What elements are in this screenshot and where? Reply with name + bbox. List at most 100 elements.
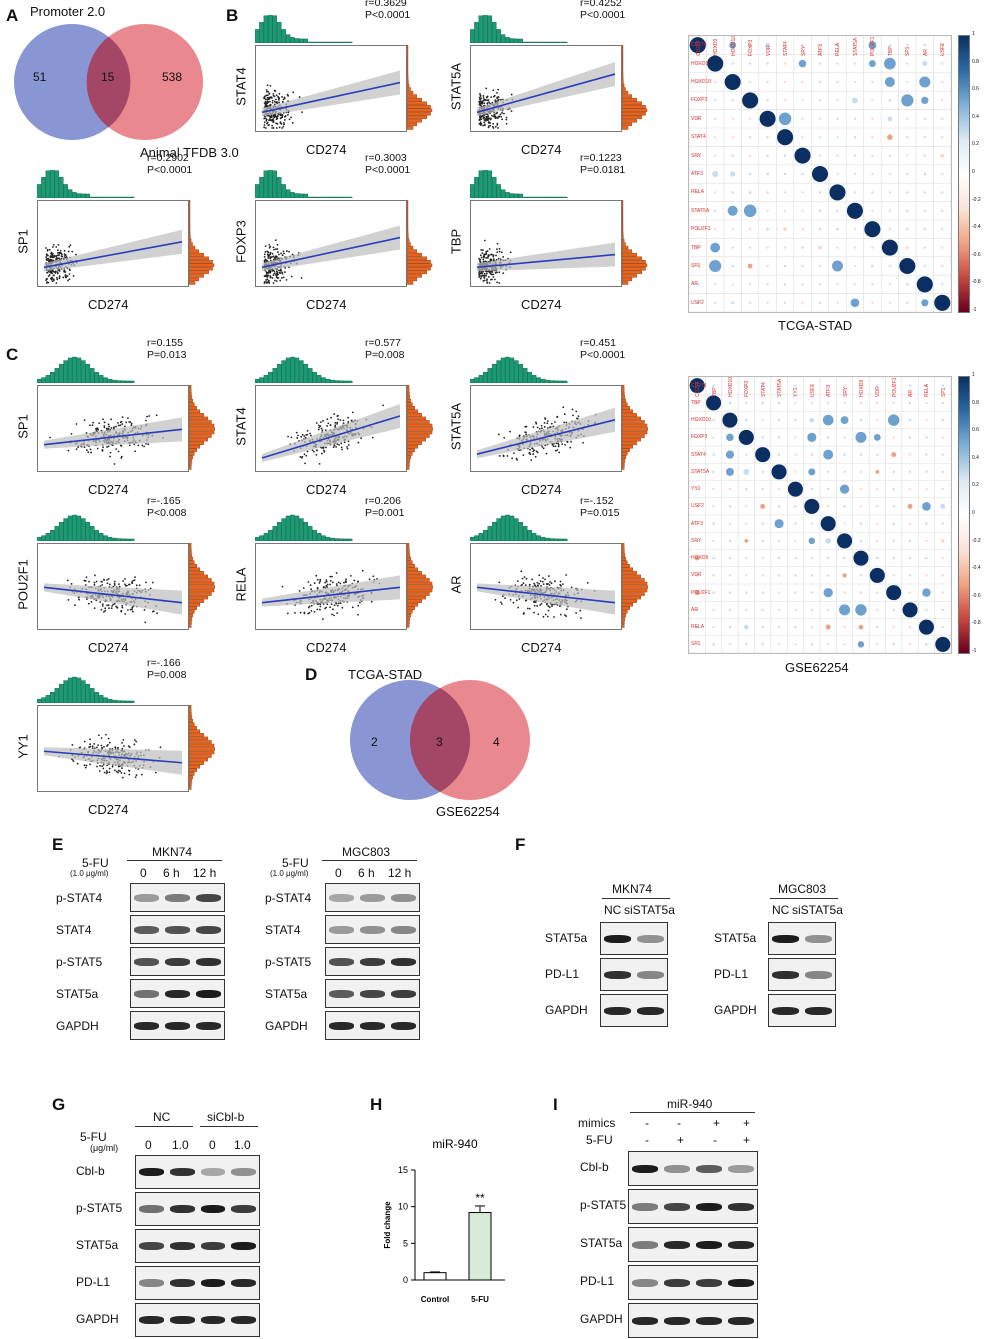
y-hist-bar [188,768,197,772]
y-hist-bar [188,754,212,758]
scatter-point [47,281,50,284]
x-hist-bar [343,196,348,199]
scatter-point [63,249,66,252]
y-hist-bar [406,416,426,421]
x-hist-bar [514,193,519,199]
x-hist-bar [254,29,260,44]
band [196,893,221,902]
scatter-point [128,421,131,423]
scatter-point [287,435,289,438]
scatter-point [108,425,111,428]
scatter-point [347,420,350,423]
scatter-point [45,282,48,284]
y-hist-bar [406,560,413,564]
scatter-point [45,258,48,261]
scatter-point [509,430,511,433]
scatter-point [275,100,278,103]
scatter-point [272,282,275,284]
scatter-point [133,743,136,746]
x-hist-bar [316,196,322,199]
x-hist-bar [58,684,64,704]
corr-dot [941,453,945,456]
scatter-point [288,250,290,253]
y-hist-bar [188,260,213,264]
x-hist-bar [316,41,322,44]
scatter-point [90,601,93,603]
y-axis-label-pou2f1: POU2F1 [15,558,31,610]
x-hist-bar [254,536,260,542]
scatter-point [299,456,302,458]
scatter-point [532,450,534,453]
corr-dot [745,556,748,560]
corr-dot [836,136,839,139]
corr-dot [906,172,909,176]
y-hist-bar [406,613,412,618]
scatter-point [275,94,278,97]
x-hist-bar [121,196,126,199]
scatter-point [335,583,338,585]
band [632,1164,658,1173]
colorbar-tick: 0.8 [972,399,979,406]
corr-dot [778,112,792,126]
y-histogram-svg-foxp3 [406,199,433,285]
x-hist-bar [41,177,46,199]
x-hist-bar [312,371,317,384]
x-hist-bar [268,529,273,542]
corr-dot [695,505,699,508]
scatter-point [70,582,73,585]
scatter-point [271,119,274,122]
scatter-point [480,97,483,100]
scatter-point [107,737,110,740]
corr-dot [748,228,752,231]
col-label: YY1 [793,387,800,397]
colorbar-tick: -0.2 [972,196,981,203]
scatter-point [101,605,104,607]
scatter-box-sp1 [37,200,189,287]
y-hist-bar [406,452,413,456]
scatter-point [89,424,91,427]
corr-dot [694,590,700,596]
y-hist-bar [406,553,411,557]
corr-dot [777,539,781,543]
scatter-point [111,604,114,607]
scatter-point [498,282,501,284]
e-left-row-label-4: GAPDH [56,1019,99,1033]
corr-dot [892,608,895,612]
band [169,1279,195,1287]
scatter-point [301,433,304,436]
corr-dot [842,573,847,578]
scatter-point [492,89,495,92]
e-left-blot-row-4 [130,1011,225,1040]
corr-dot [794,453,797,456]
band [391,893,416,902]
corr-dot [871,209,874,212]
x-hist-bar [290,514,295,542]
scatter-point [479,260,482,263]
corr-dot [855,431,867,443]
scatter-point [89,763,91,766]
corr-dot [941,436,945,439]
x-hist-bar [478,15,484,44]
f-left-blot-row-2 [600,994,668,1027]
y-hist-bar [621,62,624,66]
y-hist-bar [188,427,216,431]
y-hist-bar [621,592,645,596]
scatter-point [101,746,103,749]
corr-dot [725,450,735,459]
x-hist-bar [50,691,55,704]
scatter-point [117,424,120,427]
scatter-point [483,279,486,282]
corr-dot [801,246,804,249]
y-histogram-yy1 [188,704,216,790]
x-histogram-svg-foxp3 [254,167,353,199]
corr-dot [728,625,732,629]
band [637,1006,664,1015]
scatter-point [337,414,339,417]
corr-dot [836,154,839,157]
y-hist-bar [188,277,200,282]
corr-dot [783,172,787,176]
corr-dot [801,264,804,268]
y-hist-bar [406,592,430,596]
scatter-point [509,599,512,601]
scatter-point [122,745,125,747]
